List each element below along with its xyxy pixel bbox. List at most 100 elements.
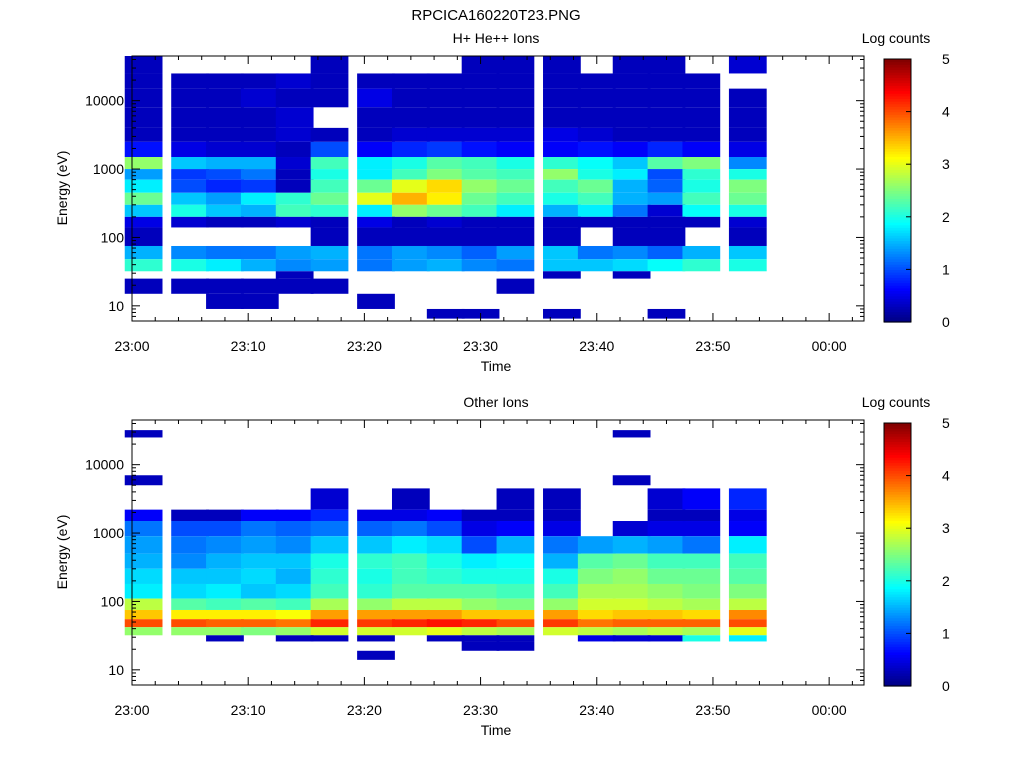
spectrogram-cell [357,245,395,260]
spectrogram-cell [461,641,500,651]
colorbar-segment [884,274,911,278]
spectrogram-cell [647,635,686,642]
spectrogram-cell [426,245,465,260]
colorbar-segment [884,161,911,165]
spectrogram-cell [171,157,209,170]
spectrogram-cell [426,216,465,228]
colorbar-tick-label: 5 [942,415,950,431]
spectrogram-cell [124,179,163,193]
y-tick-label: 1000 [93,525,124,541]
spectrogram-cell [647,619,686,628]
spectrogram-cell [391,609,430,620]
spectrogram-cell [206,179,244,193]
spectrogram-cell [647,488,686,510]
spectrogram-cell [240,293,279,309]
spectrogram-cell [206,127,244,142]
spectrogram-cell [124,141,163,158]
spectrogram-cell [577,619,616,628]
colorbar-segment [884,198,911,202]
colorbar-segment [884,491,911,495]
spectrogram-cell [310,73,349,89]
spectrogram-cell [543,179,581,193]
spectrogram-cell [577,179,616,193]
colorbar-segment [884,614,911,619]
x-axis-label: Time [481,358,512,374]
spectrogram-cell [240,509,279,522]
colorbar-segment [884,314,911,318]
spectrogram-cell [240,583,279,599]
colorbar-segment [884,636,911,640]
colorbar-segment [884,657,911,661]
spectrogram-cell [124,192,163,205]
colorbar-segment [884,475,911,479]
spectrogram-cell [310,127,349,142]
spectrogram-cell [728,157,767,170]
spectrogram-cell [310,598,349,610]
spectrogram-cell [357,88,395,108]
spectrogram-cell [391,169,430,180]
colorbar-segment [884,116,911,121]
colorbar-segment [884,222,911,226]
colorbar-tick-label: 5 [942,51,950,67]
spectrogram-cell [206,204,244,217]
spectrogram-cell [310,179,349,193]
spectrogram-cell [496,627,535,636]
spectrogram-cell [682,73,721,89]
spectrogram-cell [728,627,767,636]
spectrogram-cell [728,598,767,610]
spectrogram-cell [391,227,430,246]
y-tick-label: 10000 [85,457,124,473]
spectrogram-cell [612,619,651,628]
colorbar-segment [884,245,911,249]
colorbar-segment [884,541,911,545]
spectrogram-cell [612,73,651,89]
spectrogram-cell [426,308,465,319]
spectrogram-cell [275,216,314,228]
spectrogram-cell [496,192,535,205]
colorbar-segment [884,662,911,666]
spectrogram-cell [391,619,430,628]
spectrogram-cell [577,169,616,180]
spectrogram-cell [240,169,279,180]
spectrogram-cell [310,509,349,522]
spectrogram-cell [357,583,395,599]
colorbar-segment [884,596,911,600]
x-tick-label: 23:20 [347,338,382,354]
colorbar-segment [884,106,911,110]
colorbar-segment [884,522,911,527]
spectrogram-cell [391,553,430,569]
colorbar-segment [884,108,911,113]
spectrogram-cell [728,88,767,108]
spectrogram-cell [612,271,651,279]
colorbar-segment [884,601,911,606]
spectrogram-cell [206,635,244,642]
spectrogram-cell [682,179,721,193]
y-tick-label: 100 [101,229,125,245]
spectrogram-cell [612,609,651,620]
spectrogram-cell [461,73,500,89]
spectrogram-cell [124,430,163,438]
spectrogram-cell [206,598,244,610]
spectrogram-cell [577,609,616,620]
spectrogram-cell [124,245,163,260]
spectrogram-cell [357,536,395,554]
colorbar-segment [884,520,911,524]
spectrogram-cell [206,141,244,158]
spectrogram-cell [728,609,767,620]
colorbar-segment [884,488,911,492]
spectrogram-cell [124,509,163,522]
spectrogram-cell [496,553,535,569]
colorbar-segment [884,87,911,92]
colorbar-segment [884,675,911,679]
spectrogram-cell [206,216,244,228]
colorbar-segment [884,179,911,184]
colorbar-segment [884,586,911,590]
colorbar-segment [884,423,911,427]
spectrogram-cell [240,536,279,554]
colorbar-segment [884,80,911,84]
spectrogram-cell [240,157,279,170]
spectrogram-cell [647,73,686,89]
spectrogram-cell [577,73,616,89]
spectrogram-cell [124,216,163,228]
spectrogram-cell [206,169,244,180]
